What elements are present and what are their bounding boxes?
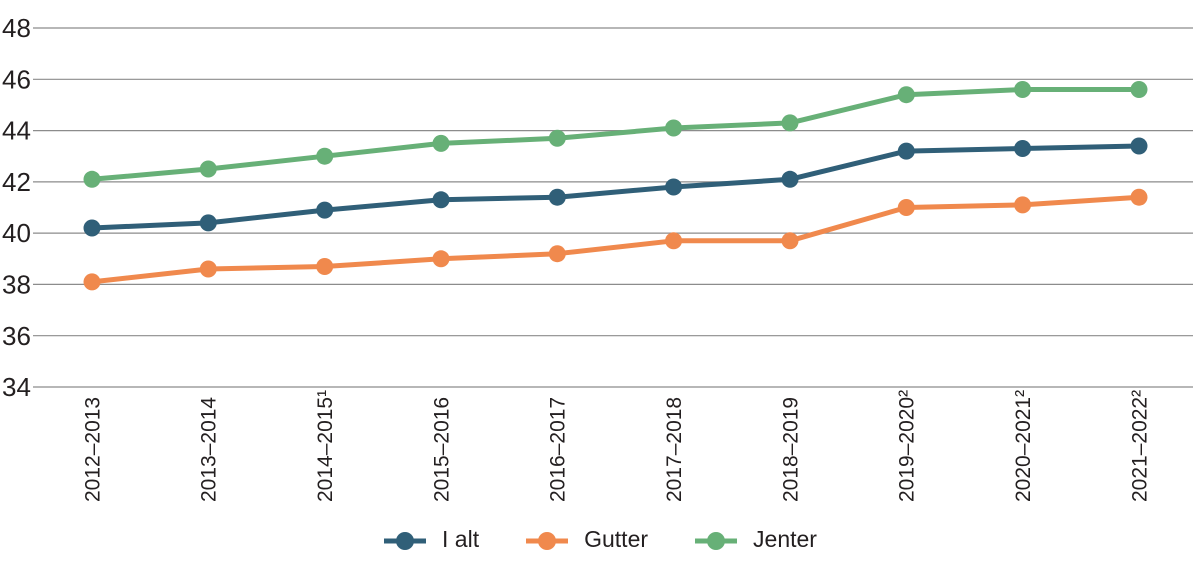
data-point [432,191,450,209]
data-point [665,178,683,196]
y-tick-label: 36 [2,321,31,351]
x-tick-label: 2020–2021² [1012,390,1035,502]
line-dot-marker-icon [384,531,427,550]
gridlines [33,27,1193,388]
data-point [199,260,217,278]
data-point [897,199,915,216]
legend-label: Jenter [753,526,817,552]
data-point [781,114,799,132]
chart-legend: I alt Gutter Jenter [0,528,1200,553]
series-i-alt [83,137,1148,237]
legend-label: I alt [442,526,480,552]
data-point [897,142,915,160]
x-tick-label: 2018–2019 [779,397,802,502]
data-point [665,232,683,250]
data-point [432,134,450,152]
data-point [432,250,450,268]
x-tick-label: 2017–2018 [663,397,686,502]
data-point [548,245,566,263]
series-line [89,194,1142,285]
legend-item-jenter: Jenter [694,528,817,553]
data-point [1014,140,1032,157]
legend-item-i-alt: I alt [383,528,479,553]
line-dot-marker-icon [526,531,569,550]
y-tick-label: 44 [2,116,31,146]
x-tick-label: 2019–2020² [896,390,919,502]
data-point [1130,137,1148,155]
line-dot-marker-icon [695,531,738,550]
series-gutter [83,188,1148,291]
x-tick-label: 2014–2015¹ [314,390,337,502]
series-jenter [83,81,1148,188]
x-tick-label: 2021–2022² [1128,390,1151,502]
y-tick-label: 48 [2,13,31,43]
data-point [316,147,334,165]
data-point [1130,81,1148,98]
y-tick-label: 46 [2,64,31,94]
data-point [1130,188,1148,206]
data-point [548,188,566,206]
x-tick-label: 2012–2013 [81,397,104,502]
y-tick-label: 38 [2,270,31,300]
series-line [89,143,1142,231]
data-point [548,129,566,147]
data-point [316,201,334,219]
data-point [199,160,217,178]
series-line [89,87,1142,182]
data-point [83,273,101,291]
data-point [83,170,101,188]
y-axis-labels: 48 46 44 42 40 38 36 34 [2,13,31,402]
x-tick-label: 2016–2017 [547,397,570,502]
x-tick-label: 2015–2016 [430,397,453,502]
data-point [781,232,799,250]
data-point [665,119,683,137]
data-point [1014,196,1032,214]
legend-item-gutter: Gutter [525,528,648,553]
data-point [897,86,915,104]
data-point [781,170,799,188]
y-tick-label: 34 [2,372,31,402]
legend-label: Gutter [584,526,649,552]
x-tick-label: 2013–2014 [198,397,221,502]
data-point [316,258,334,275]
y-tick-label: 42 [2,167,31,197]
y-tick-label: 40 [2,218,31,248]
data-point [83,219,101,237]
data-point [199,214,217,232]
data-point [1014,81,1032,98]
x-axis-labels: 2012–2013 2013–2014 2014–2015¹ 2015–2016 201… [81,390,1151,502]
